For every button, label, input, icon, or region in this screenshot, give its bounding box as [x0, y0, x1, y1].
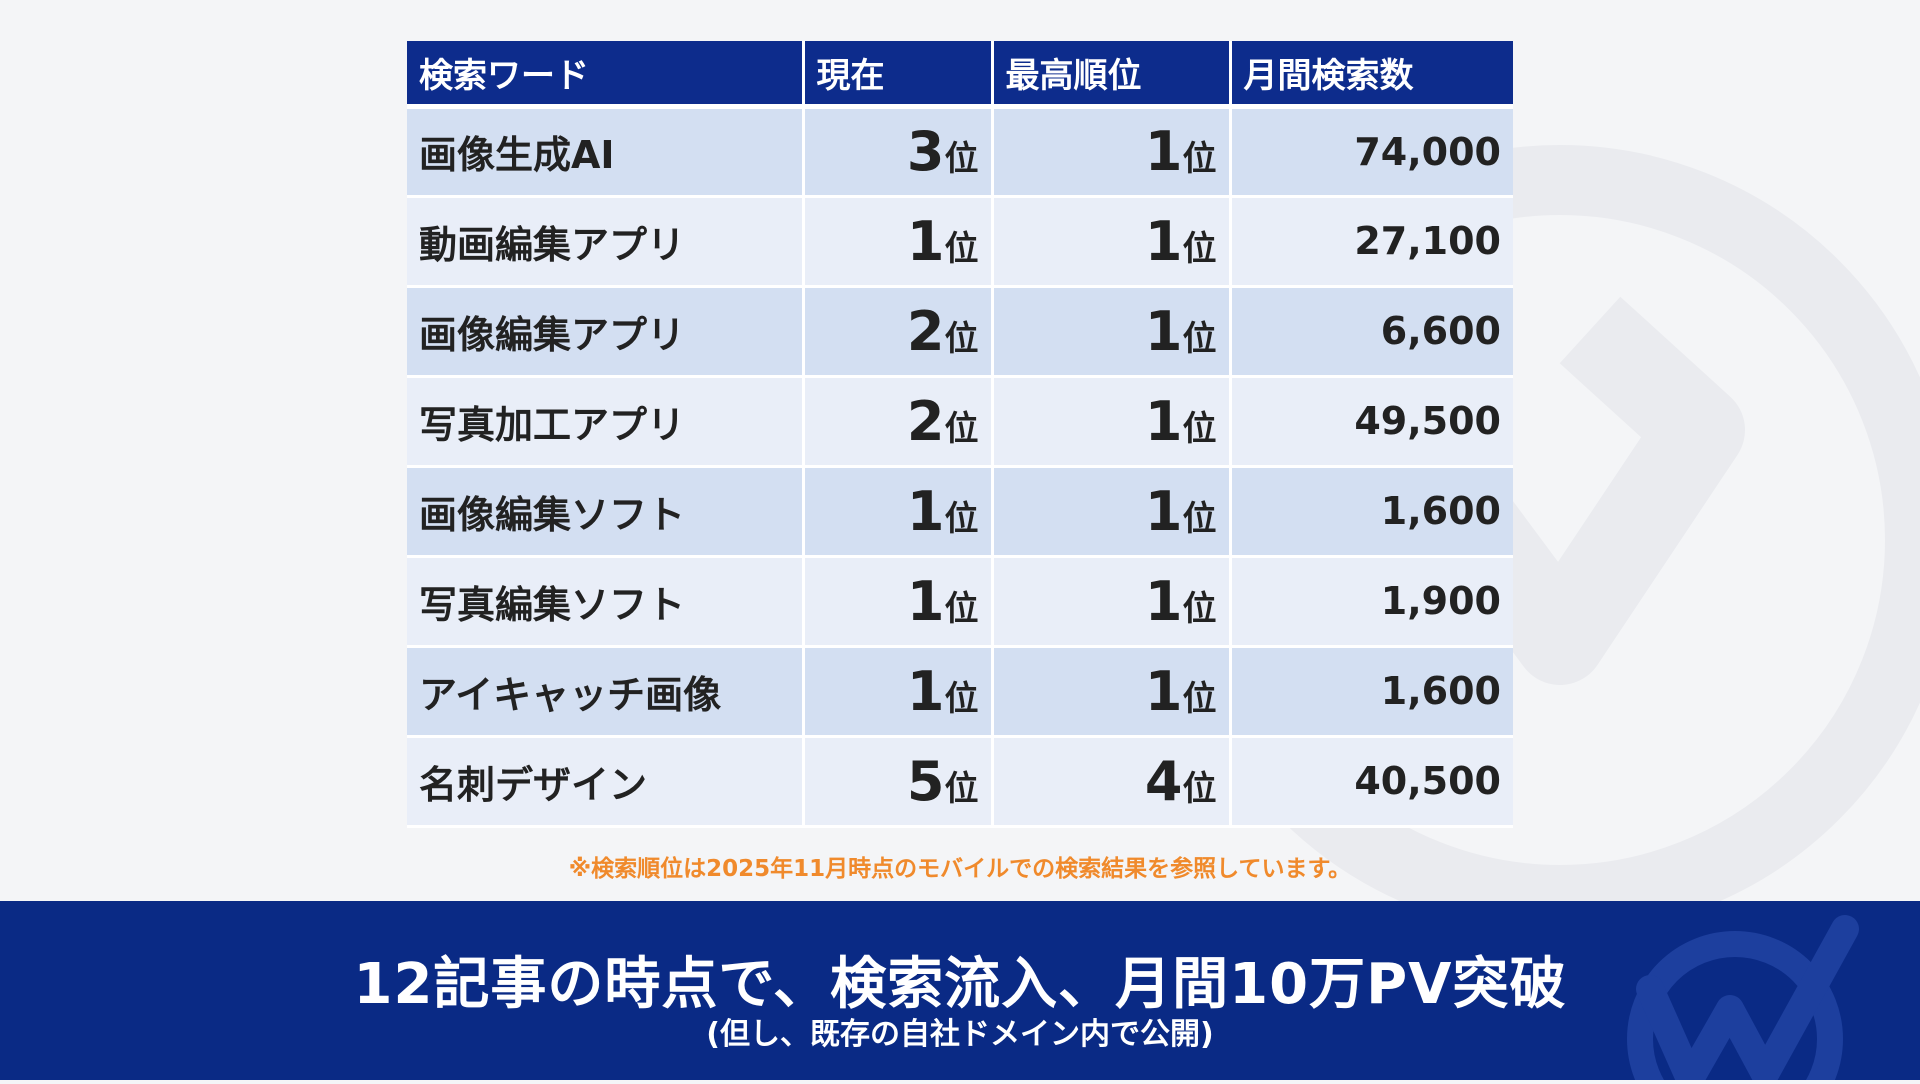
- keyword-cell: 写真編集ソフト: [407, 556, 805, 648]
- rank-number: 4: [1144, 749, 1183, 813]
- footer-subline: (但し、既存の自社ドメイン内で公開): [706, 1017, 1214, 1052]
- table-row: 画像生成AI 3位 1位 74,000: [407, 106, 1513, 198]
- rank-number: 1: [1144, 299, 1183, 363]
- rank-number: 1: [1144, 659, 1183, 723]
- rank-number: 1: [1144, 120, 1183, 183]
- rank-suffix: 位: [944, 139, 979, 179]
- rank-number: 1: [1144, 479, 1183, 543]
- volume-cell: 1,600: [1230, 646, 1513, 738]
- rank-number: 5: [906, 749, 945, 813]
- header-monthly-volume: 月間検索数: [1230, 41, 1513, 109]
- rank-suffix: 位: [1182, 678, 1217, 719]
- current-rank-cell: 1位: [803, 466, 994, 558]
- keyword-cell: アイキャッチ画像: [407, 646, 805, 738]
- table-header-row: 検索ワード 現在 最高順位 月間検索数: [407, 41, 1513, 109]
- rank-suffix: 位: [1182, 498, 1217, 539]
- current-rank-cell: 1位: [803, 196, 994, 288]
- best-rank-cell: 1位: [992, 286, 1232, 378]
- volume-cell: 49,500: [1230, 376, 1513, 468]
- rank-number: 1: [1144, 389, 1183, 453]
- rank-suffix: 位: [1182, 318, 1217, 359]
- current-rank-cell: 2位: [803, 376, 994, 468]
- table-row: 名刺デザイン 5位 4位 40,500: [407, 736, 1513, 828]
- header-keyword: 検索ワード: [407, 41, 805, 109]
- volume-cell: 40,500: [1230, 736, 1513, 828]
- keyword-ranking-table: 検索ワード 現在 最高順位 月間検索数 画像生成AI 3位 1位 74,000 …: [407, 41, 1513, 828]
- rank-number: 1: [906, 479, 945, 543]
- rank-suffix: 位: [944, 318, 979, 359]
- volume-cell: 1,600: [1230, 466, 1513, 558]
- footer-banner: 12記事の時点で、検索流入、月間10万PV突破 (但し、既存の自社ドメイン内で公…: [0, 901, 1920, 1080]
- rank-number: 1: [906, 209, 945, 273]
- best-rank-cell: 1位: [992, 466, 1232, 558]
- rank-suffix: 位: [1182, 768, 1217, 809]
- keyword-cell: 画像生成AI: [407, 106, 805, 198]
- rank-suffix: 位: [944, 768, 979, 809]
- current-rank-cell: 1位: [803, 556, 994, 648]
- rank-suffix: 位: [1182, 408, 1217, 449]
- rank-number: 3: [906, 120, 945, 183]
- current-rank-cell: 3位: [803, 106, 994, 198]
- current-rank-cell: 2位: [803, 286, 994, 378]
- best-rank-cell: 1位: [992, 106, 1232, 198]
- keyword-ranking-table-container: 検索ワード 現在 最高順位 月間検索数 画像生成AI 3位 1位 74,000 …: [407, 41, 1513, 828]
- best-rank-cell: 4位: [992, 736, 1232, 828]
- rank-suffix: 位: [1182, 228, 1217, 269]
- rank-suffix: 位: [1182, 588, 1217, 629]
- volume-cell: 6,600: [1230, 286, 1513, 378]
- rank-suffix: 位: [944, 678, 979, 719]
- best-rank-cell: 1位: [992, 376, 1232, 468]
- volume-cell: 1,900: [1230, 556, 1513, 648]
- rank-suffix: 位: [944, 408, 979, 449]
- rank-suffix: 位: [944, 228, 979, 269]
- table-row: アイキャッチ画像 1位 1位 1,600: [407, 646, 1513, 738]
- header-best-rank: 最高順位: [992, 41, 1232, 109]
- ranking-date-note: ※検索順位は2025年11月時点のモバイルでの検索結果を参照しています。: [568, 856, 1352, 882]
- volume-cell: 74,000: [1230, 106, 1513, 198]
- keyword-cell: 写真加工アプリ: [407, 376, 805, 468]
- rank-suffix: 位: [944, 498, 979, 539]
- table-row: 動画編集アプリ 1位 1位 27,100: [407, 196, 1513, 288]
- keyword-cell: 動画編集アプリ: [407, 196, 805, 288]
- rank-number: 1: [906, 659, 945, 723]
- rank-number: 1: [1144, 209, 1183, 273]
- best-rank-cell: 1位: [992, 196, 1232, 288]
- table-row: 写真編集ソフト 1位 1位 1,900: [407, 556, 1513, 648]
- best-rank-cell: 1位: [992, 556, 1232, 648]
- table-row: 画像編集ソフト 1位 1位 1,600: [407, 466, 1513, 558]
- rank-number: 1: [1144, 569, 1183, 633]
- rank-number: 1: [906, 569, 945, 633]
- rank-suffix: 位: [1182, 139, 1217, 179]
- rank-number: 2: [906, 299, 945, 363]
- volume-cell: 27,100: [1230, 196, 1513, 288]
- current-rank-cell: 1位: [803, 646, 994, 738]
- table-row: 画像編集アプリ 2位 1位 6,600: [407, 286, 1513, 378]
- rank-number: 2: [906, 389, 945, 453]
- keyword-cell: 画像編集アプリ: [407, 286, 805, 378]
- keyword-cell: 名刺デザイン: [407, 736, 805, 828]
- current-rank-cell: 5位: [803, 736, 994, 828]
- keyword-cell: 画像編集ソフト: [407, 466, 805, 558]
- footer-headline: 12記事の時点で、検索流入、月間10万PV突破: [353, 952, 1567, 1017]
- check-w-logo-icon: [1627, 915, 1859, 1080]
- table-row: 写真加工アプリ 2位 1位 49,500: [407, 376, 1513, 468]
- header-current-rank: 現在: [803, 41, 994, 109]
- rank-suffix: 位: [944, 588, 979, 629]
- best-rank-cell: 1位: [992, 646, 1232, 738]
